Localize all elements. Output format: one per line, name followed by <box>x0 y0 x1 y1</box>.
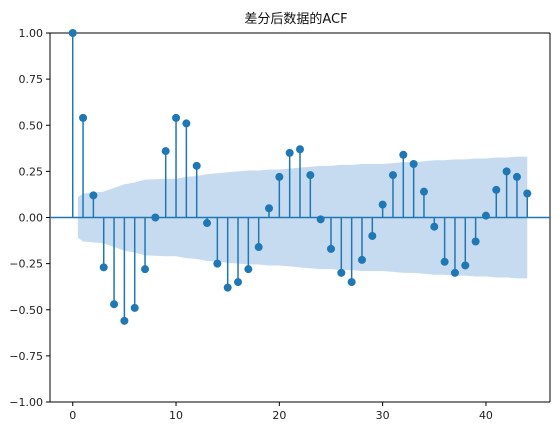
y-tick-label: −0.50 <box>9 304 43 317</box>
acf-marker <box>347 278 356 287</box>
acf-marker <box>419 187 428 196</box>
acf-marker <box>337 268 346 277</box>
acf-marker <box>79 113 88 122</box>
acf-marker <box>203 219 212 228</box>
acf-marker <box>285 148 294 157</box>
acf-marker <box>450 268 459 277</box>
acf-marker <box>130 303 139 312</box>
y-tick-label: 0.75 <box>19 73 44 86</box>
x-tick-label: 30 <box>376 409 390 422</box>
x-tick-label: 0 <box>69 409 76 422</box>
acf-marker <box>68 29 77 37</box>
acf-marker <box>265 204 274 213</box>
acf-marker <box>481 211 490 220</box>
acf-marker <box>316 215 325 224</box>
acf-marker <box>409 159 418 168</box>
acf-marker <box>244 265 253 274</box>
y-tick-label: 0.25 <box>19 165 44 178</box>
acf-marker <box>275 172 284 181</box>
acf-marker <box>368 231 377 240</box>
acf-marker <box>378 200 387 209</box>
acf-marker <box>213 259 222 268</box>
acf-marker <box>161 147 170 156</box>
acf-marker <box>430 222 439 231</box>
chart-title: 差分后数据的ACF <box>244 11 347 27</box>
acf-marker <box>254 243 263 252</box>
acf-marker <box>151 213 160 222</box>
acf-marker <box>492 185 501 194</box>
acf-marker <box>502 167 511 176</box>
x-tick-label: 10 <box>169 409 183 422</box>
y-tick-label: −0.25 <box>9 258 43 271</box>
y-tick-label: 0.50 <box>19 119 44 132</box>
acf-marker <box>110 300 119 309</box>
y-tick-label: −0.75 <box>9 350 43 363</box>
acf-marker <box>461 261 470 270</box>
x-tick-label: 20 <box>272 409 286 422</box>
acf-marker <box>388 171 397 180</box>
acf-marker <box>182 119 191 128</box>
y-tick-label: 0.00 <box>19 212 44 225</box>
acf-marker <box>234 278 243 287</box>
acf-marker <box>306 171 315 180</box>
acf-marker <box>326 244 335 253</box>
acf-marker <box>99 263 108 272</box>
acf-marker <box>296 145 304 154</box>
plot-area: −1.00 −0.75 −0.50 −0.25 0.00 0.25 0.50 0.75 1.00… <box>9 27 551 422</box>
acf-marker <box>89 191 98 200</box>
acf-marker <box>223 283 232 292</box>
acf-marker <box>523 189 532 198</box>
acf-marker <box>141 265 150 274</box>
acf-marker <box>399 150 408 159</box>
y-tick-label: 1.00 <box>19 27 44 40</box>
acf-marker <box>120 316 129 325</box>
acf-marker <box>440 257 449 266</box>
acf-marker <box>512 172 521 181</box>
acf-marker <box>172 113 181 122</box>
acf-marker <box>357 255 366 264</box>
acf-marker <box>471 237 480 246</box>
x-tick-label: 40 <box>479 409 493 422</box>
acf-marker <box>192 161 201 170</box>
y-tick-label: −1.00 <box>9 396 43 409</box>
